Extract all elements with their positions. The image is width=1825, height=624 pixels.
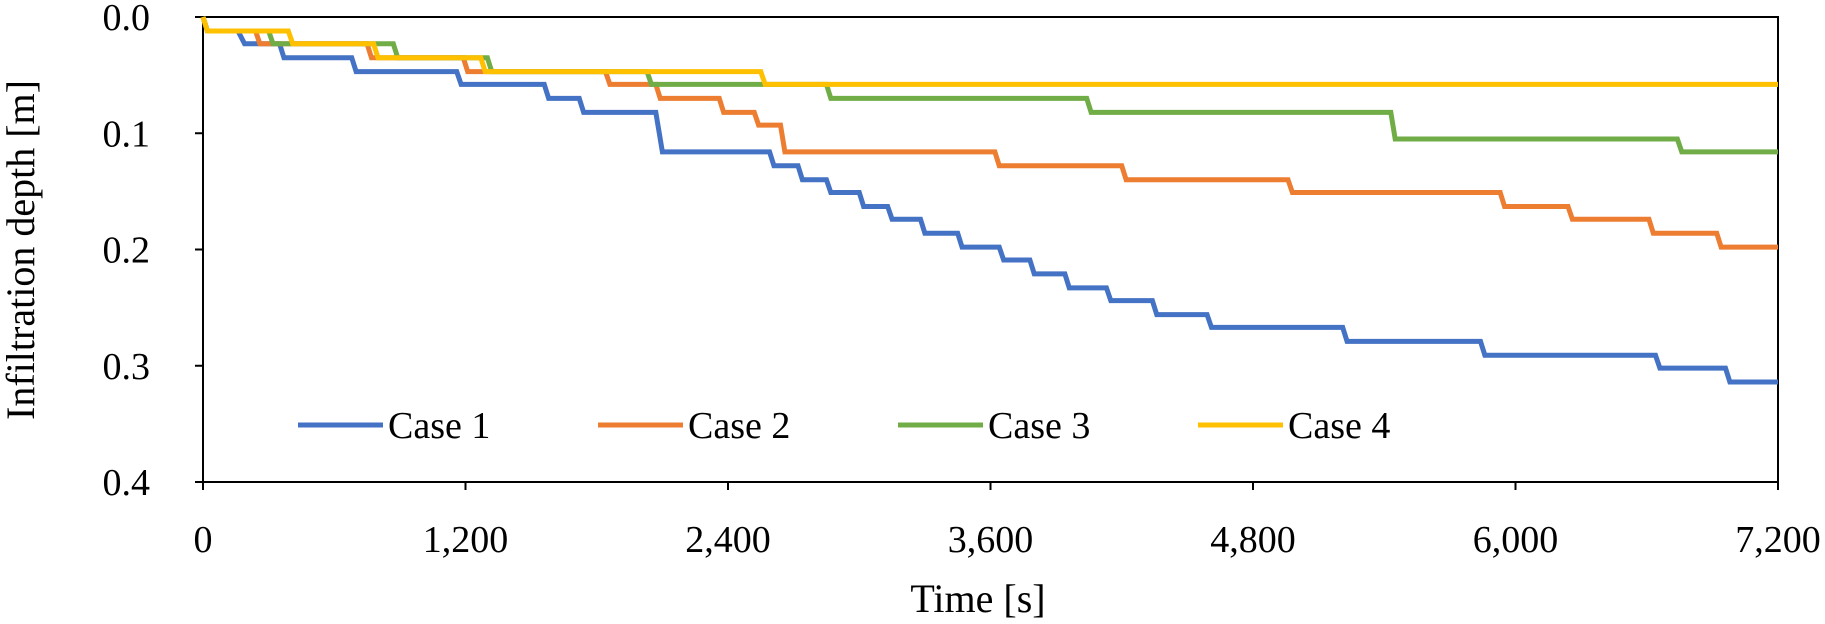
x-tick-label: 7,200 xyxy=(1735,519,1821,561)
legend-label-case-1: Case 1 xyxy=(388,405,490,447)
y-tick-label: 0.2 xyxy=(103,230,151,272)
x-tick-label: 4,800 xyxy=(1210,519,1296,561)
series-line-case-3 xyxy=(200,16,1778,155)
y-tick-label: 0.0 xyxy=(103,0,151,39)
legend: Case 1 Case 2 Case 3 Case 4 xyxy=(298,405,1390,447)
x-tick-label: 2,400 xyxy=(685,519,771,561)
series-line-case-2 xyxy=(200,16,1778,250)
x-tick-label: 3,600 xyxy=(948,519,1034,561)
y-tick-label: 0.3 xyxy=(103,346,151,388)
legend-label-case-3: Case 3 xyxy=(988,405,1090,447)
series-line-case-1 xyxy=(200,16,1778,385)
x-axis-ticks: 0 1,200 2,400 3,600 4,800 6,000 7,200 xyxy=(194,482,1821,561)
x-tick-label: 0 xyxy=(194,519,213,561)
y-tick-label: 0.4 xyxy=(103,462,151,504)
legend-label-case-2: Case 2 xyxy=(688,405,790,447)
x-tick-label: 6,000 xyxy=(1473,519,1559,561)
legend-label-case-4: Case 4 xyxy=(1288,405,1390,447)
x-tick-label: 1,200 xyxy=(423,519,509,561)
y-axis-ticks: 0.0 0.1 0.2 0.3 0.4 xyxy=(103,0,203,504)
series-line-case-4 xyxy=(200,16,1778,87)
series-layer xyxy=(200,16,1778,385)
y-axis-title: Infiltration depth [m] xyxy=(0,80,43,420)
y-tick-label: 0.1 xyxy=(103,113,151,155)
x-axis-title: Time [s] xyxy=(910,576,1045,621)
